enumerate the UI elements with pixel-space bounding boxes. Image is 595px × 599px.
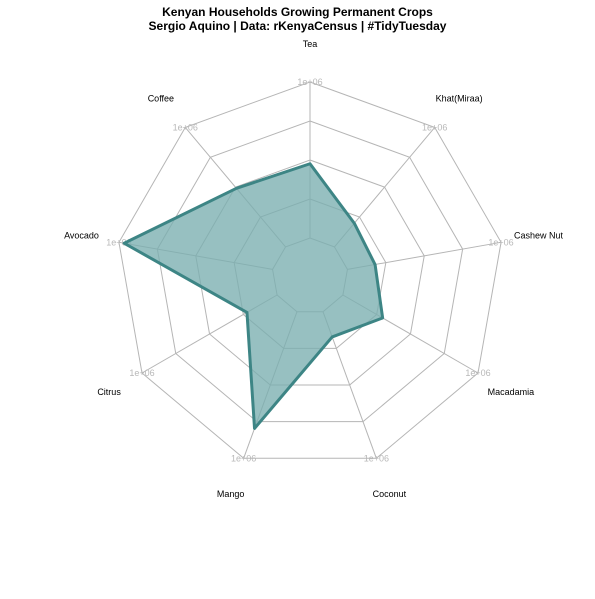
category-label-cashew-nut: Cashew Nut bbox=[514, 231, 564, 241]
axis-tick-label: 1e+06 bbox=[129, 368, 154, 378]
category-label-avocado: Avocado bbox=[64, 231, 99, 241]
category-label-macadamia: Macadamia bbox=[488, 387, 535, 397]
chart-subtitle: Sergio Aquino | Data: rKenyaCensus | #Ti… bbox=[148, 19, 447, 33]
category-label-mango: Mango bbox=[217, 489, 245, 499]
axis-tick-label: 1e+06 bbox=[488, 237, 513, 247]
category-label-coconut: Coconut bbox=[373, 489, 407, 499]
chart-title: Kenyan Households Growing Permanent Crop… bbox=[162, 5, 433, 19]
category-label-coffee: Coffee bbox=[148, 93, 174, 103]
axis-tick-label: 1e+06 bbox=[106, 237, 131, 247]
axis-tick-label: 1e+06 bbox=[173, 122, 198, 132]
grid-ring bbox=[156, 120, 464, 423]
radar-category-labels: Tea Khat(Miraa) Cashew Nut Macadamia Coconut… bbox=[64, 39, 563, 499]
category-label-tea: Tea bbox=[303, 39, 318, 49]
category-label-citrus: Citrus bbox=[97, 387, 121, 397]
series-area bbox=[122, 162, 385, 430]
axis-tick-label: 1e+06 bbox=[364, 453, 389, 463]
radar-tick-labels: 1e+06 1e+06 1e+06 1e+06 1e+06 1e+06 1e+06 1e+06… bbox=[106, 77, 513, 463]
chart-title-block: Kenyan Households Growing Permanent Crop… bbox=[0, 5, 595, 33]
category-label-khat-miraa: Khat(Miraa) bbox=[436, 93, 483, 103]
radar-series bbox=[122, 162, 385, 430]
grid-ring bbox=[118, 81, 502, 459]
axis-tick-label: 1e+06 bbox=[231, 453, 256, 463]
axis-tick-label: 1e+06 bbox=[297, 77, 322, 87]
axis-tick-label: 1e+06 bbox=[422, 122, 447, 132]
axis-tick-label: 1e+06 bbox=[465, 368, 490, 378]
